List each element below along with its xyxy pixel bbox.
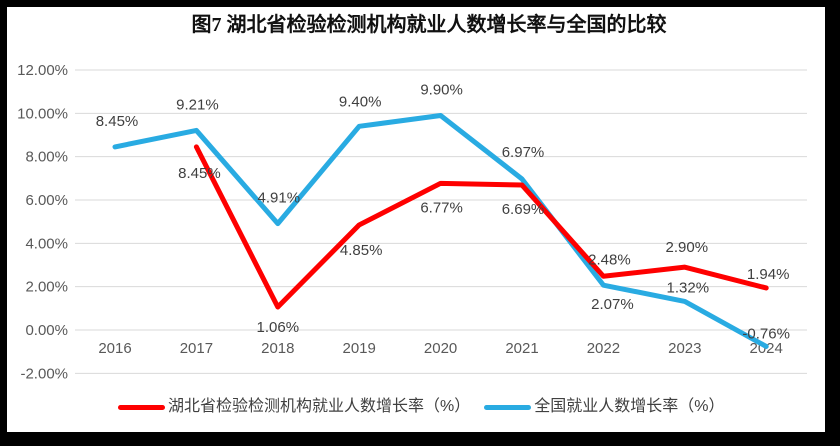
y-axis-tick-label: 0.00% <box>25 322 68 339</box>
x-axis-tick-label: 2016 <box>98 340 131 357</box>
data-label: 2.07% <box>591 296 634 313</box>
data-label: 6.69% <box>502 201 545 218</box>
y-axis-tick-label: 10.00% <box>17 105 68 122</box>
y-axis-tick-label: 12.00% <box>17 62 68 79</box>
x-axis-tick-label: 2017 <box>180 340 213 357</box>
legend-line-swatch-red <box>118 404 165 410</box>
data-label: 2.90% <box>666 239 709 256</box>
legend-line-swatch-blue <box>484 404 532 410</box>
y-axis-tick-label: 6.00% <box>25 192 68 209</box>
data-label: -0.76% <box>742 325 790 342</box>
chart-legend: 湖北省检验检测机构就业人数增长率（%） 全国就业人数增长率（%） <box>118 396 738 418</box>
data-label: 8.45% <box>96 113 139 130</box>
data-label: 4.91% <box>258 190 301 207</box>
data-label: 1.94% <box>747 266 790 283</box>
legend-item-hubei: 湖北省检验检测机构就业人数增长率（%） <box>118 396 470 418</box>
y-axis-tick-label: 2.00% <box>25 279 68 296</box>
series-line <box>112 112 769 349</box>
data-label: 9.90% <box>420 81 463 98</box>
x-axis-tick-label: 2018 <box>261 340 294 357</box>
legend-item-national: 全国就业人数增长率（%） <box>484 396 724 418</box>
series-line <box>193 144 769 310</box>
data-label: 2.48% <box>588 251 631 268</box>
y-axis-tick-label: -2.00% <box>20 365 68 382</box>
legend-label: 全国就业人数增长率（%） <box>534 398 725 415</box>
data-label: 9.40% <box>339 93 382 110</box>
chart-frame: 图7 湖北省检验检测机构就业人数增长率与全国的比较 12.00% 10.00% 8.… <box>7 7 825 432</box>
data-label: 1.32% <box>667 279 710 296</box>
figure-title: 图7 湖北省检验检测机构就业人数增长率与全国的比较 <box>191 14 667 36</box>
data-label: 6.77% <box>420 199 463 216</box>
data-label: 9.21% <box>176 96 219 113</box>
data-label: 1.06% <box>257 319 300 336</box>
data-label: 6.97% <box>502 144 545 161</box>
x-axis-tick-label: 2019 <box>343 340 376 357</box>
line-chart: 12.00% 10.00% 8.00% 6.00% 4.00% 2.00% 0.00% -2.… <box>17 62 807 382</box>
y-axis-tick-label: 4.00% <box>25 235 68 252</box>
data-label: 4.85% <box>340 242 383 259</box>
legend-label: 湖北省检验检测机构就业人数增长率（%） <box>168 398 471 415</box>
x-axis-tick-label: 2021 <box>505 340 538 357</box>
x-axis-tick-label: 2023 <box>668 340 701 357</box>
x-axis-tick-label: 2022 <box>587 340 620 357</box>
y-axis-tick-label: 8.00% <box>25 149 68 166</box>
data-label: 8.45% <box>178 165 221 182</box>
x-axis-tick-label: 2020 <box>424 340 457 357</box>
